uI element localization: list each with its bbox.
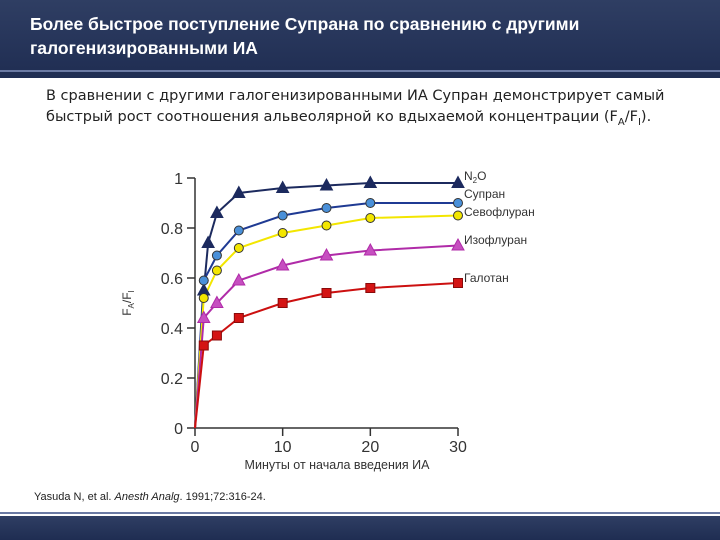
data-point xyxy=(451,175,465,188)
data-point xyxy=(231,185,246,198)
x-tick-label: 0 xyxy=(191,439,200,456)
y-tick-label: 0.4 xyxy=(161,321,183,338)
data-point xyxy=(211,250,222,261)
data-point xyxy=(365,213,376,223)
data-point xyxy=(275,257,290,271)
y-tick-label: 0 xyxy=(174,421,183,438)
data-point xyxy=(277,228,288,238)
data-point xyxy=(319,247,334,261)
y-tick-label: 0.6 xyxy=(161,271,183,288)
legend-entry-main: Супран xyxy=(464,187,505,201)
data-point xyxy=(231,272,246,286)
data-point xyxy=(210,205,224,218)
y-tick-label: 0.2 xyxy=(161,371,183,388)
header-divider xyxy=(0,70,720,72)
x-axis-label: Минуты от начала введения ИА xyxy=(245,458,431,472)
data-point xyxy=(319,177,334,191)
data-point xyxy=(365,283,376,293)
legend-entry-main: Севофлуран xyxy=(464,205,535,219)
x-tick-label: 20 xyxy=(361,439,379,456)
legend-entry-sub: 2 xyxy=(473,176,478,185)
intro-end: ). xyxy=(640,109,652,125)
data-point xyxy=(453,198,463,208)
legend-entry: Супран xyxy=(464,187,505,201)
uptake-chart: 00.20.40.60.810 10 20 30 N2OСупранСевофлура… xyxy=(120,169,535,472)
legend-entry: Изофлуран xyxy=(464,233,527,247)
citation: Yasuda N, et al. Anesth Analg. 1991;72:3… xyxy=(34,491,266,503)
data-point xyxy=(196,310,211,323)
y-axis-label-sub1: A xyxy=(127,302,136,308)
data-point xyxy=(321,288,332,298)
citation-journal: Anesth Analg xyxy=(114,491,180,503)
data-point xyxy=(321,203,332,213)
y-axis-label-sub2: I xyxy=(127,290,136,292)
data-point xyxy=(321,220,332,231)
data-point xyxy=(201,235,215,248)
footer-divider xyxy=(0,512,720,514)
data-point xyxy=(363,242,378,256)
legend-entry: Галотан xyxy=(464,271,509,285)
data-point xyxy=(211,330,222,341)
legend-entry: N2O xyxy=(464,169,486,185)
legend-entry: Севофлуран xyxy=(464,205,535,219)
chart-legend: N2O Супран Севофлуран Изофлуран Галотан xyxy=(464,169,535,285)
data-point xyxy=(365,198,376,208)
data-point xyxy=(233,243,244,253)
footer-bar xyxy=(0,516,720,540)
data-point xyxy=(451,237,465,251)
series-line xyxy=(194,282,459,429)
slide-title: Более быстрое поступление Супрана по сра… xyxy=(30,14,580,58)
data-point xyxy=(453,278,463,288)
y-tick-label: 1 xyxy=(174,171,183,188)
y-axis-label-mid: /F xyxy=(120,292,134,303)
data-point xyxy=(277,210,288,221)
data-point xyxy=(210,295,224,308)
data-point xyxy=(198,293,209,303)
data-point xyxy=(233,313,244,323)
chart-series-markers xyxy=(196,175,465,351)
data-point xyxy=(211,265,222,276)
y-axis-label: FA/FI xyxy=(120,290,136,316)
data-point xyxy=(453,210,463,221)
intro-sub-a: A xyxy=(617,116,625,128)
intro-sub-i: I xyxy=(637,116,641,128)
data-point xyxy=(277,298,288,308)
chart-ticks: 00.20.40.60.810 10 20 30 xyxy=(161,171,467,456)
series-line xyxy=(194,244,459,429)
intro-slash: /F xyxy=(624,109,638,125)
x-tick-label: 30 xyxy=(449,439,467,456)
legend-entry-main: Галотан xyxy=(464,271,509,285)
intro-text: В сравнении с другими галогенизированным… xyxy=(46,88,665,125)
intro-paragraph: В сравнении с другими галогенизированным… xyxy=(46,86,686,133)
data-point xyxy=(233,225,244,236)
y-tick-label: 0.8 xyxy=(161,221,183,238)
legend-entry-main: N xyxy=(464,169,473,183)
data-point xyxy=(275,180,290,193)
citation-rest: . 1991;72:316-24. xyxy=(179,491,266,503)
x-tick-label: 10 xyxy=(274,439,292,456)
legend-entry-main: Изофлуран xyxy=(464,233,527,247)
header-bar: Более быстрое поступление Супрана по сра… xyxy=(0,0,720,78)
data-point xyxy=(363,175,378,188)
series-line xyxy=(194,182,458,429)
data-point xyxy=(198,340,209,351)
data-point xyxy=(198,275,209,286)
legend-entry-tail: O xyxy=(477,169,486,183)
citation-authors: Yasuda N, et al. xyxy=(34,491,115,503)
y-axis-label-main: F xyxy=(120,308,134,315)
chart-axes xyxy=(194,178,458,429)
chart-series-lines xyxy=(194,182,459,429)
